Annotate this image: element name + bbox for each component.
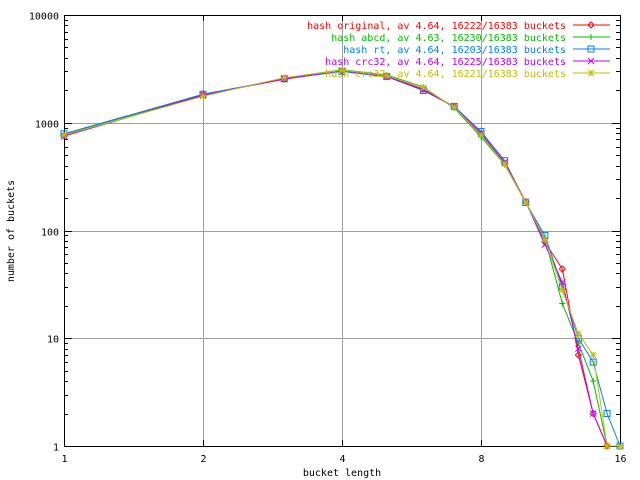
x-tick-label: 1 xyxy=(61,454,67,465)
data-point xyxy=(522,198,530,206)
data-point xyxy=(501,160,508,168)
data-point xyxy=(60,131,68,139)
legend-label: hash crc32, av 4.64, 16225/16383 buckets xyxy=(325,57,566,68)
legend-label: hash abcd, av 4.63, 16230/16383 buckets xyxy=(331,33,566,44)
data-point xyxy=(587,57,595,65)
data-point xyxy=(574,351,583,359)
data-point xyxy=(338,66,346,74)
y-tick-label: 1 xyxy=(53,443,59,454)
grid xyxy=(64,15,620,446)
x-tick-label: 2 xyxy=(200,454,206,465)
y-axis-label: number of buckets xyxy=(6,180,17,282)
data-point xyxy=(603,410,611,418)
x-tick-label: 8 xyxy=(478,454,484,465)
legend-item: hash rt, av 4.64, 16203/16383 buckets xyxy=(343,45,610,56)
data-point xyxy=(587,69,595,77)
data-point xyxy=(589,358,597,366)
data-point xyxy=(477,131,485,139)
legend-label: hash original, av 4.64, 16222/16383 buck… xyxy=(307,21,566,32)
series-line xyxy=(63,70,608,447)
series-4 xyxy=(60,67,611,450)
legend-item: hash crc32, av 4.64, 16221/16383 buckets xyxy=(325,69,610,80)
y-tick-label: 10 xyxy=(47,335,59,346)
x-axis-label: bucket length xyxy=(303,468,381,479)
legend-item: hash original, av 4.64, 16222/16383 buck… xyxy=(307,21,610,32)
series-line xyxy=(63,69,620,447)
data-point xyxy=(558,286,566,294)
data-point xyxy=(587,45,595,53)
axis-ticks: 1 2 4 8 16 1 10 100 1000 10000 xyxy=(29,12,627,466)
data-point xyxy=(575,330,582,338)
data-point xyxy=(590,378,597,385)
data-point xyxy=(280,74,288,82)
data-point xyxy=(589,409,597,418)
data-point xyxy=(603,442,611,450)
data-point xyxy=(558,265,567,273)
data-point xyxy=(541,236,549,244)
series-line xyxy=(63,70,608,447)
x-tick-label: 16 xyxy=(614,454,626,465)
data-point xyxy=(616,442,624,450)
legend-label: hash rt, av 4.64, 16203/16383 buckets xyxy=(343,45,566,56)
data-point xyxy=(589,351,597,359)
data-point xyxy=(587,21,595,29)
y-tick-label: 1000 xyxy=(35,120,59,131)
series-group xyxy=(60,66,624,450)
data-point xyxy=(383,72,391,79)
data-point xyxy=(199,92,207,100)
series-1 xyxy=(60,67,611,450)
legend-label: hash crc32, av 4.64, 16221/16383 buckets xyxy=(325,69,566,80)
data-point xyxy=(559,300,566,307)
data-point xyxy=(450,103,458,111)
legend: hash original, av 4.64, 16222/16383 buck… xyxy=(307,21,610,80)
data-point xyxy=(419,84,427,91)
data-point xyxy=(588,34,594,40)
data-point xyxy=(575,345,582,353)
x-tick-label: 4 xyxy=(339,454,345,465)
legend-item: hash abcd, av 4.63, 16230/16383 buckets xyxy=(331,33,610,44)
y-tick-label: 10000 xyxy=(29,12,59,23)
y-tick-label: 100 xyxy=(41,228,59,239)
series-5 xyxy=(60,66,624,450)
legend-item: hash crc32, av 4.64, 16225/16383 buckets xyxy=(325,57,610,68)
data-point xyxy=(589,410,597,417)
